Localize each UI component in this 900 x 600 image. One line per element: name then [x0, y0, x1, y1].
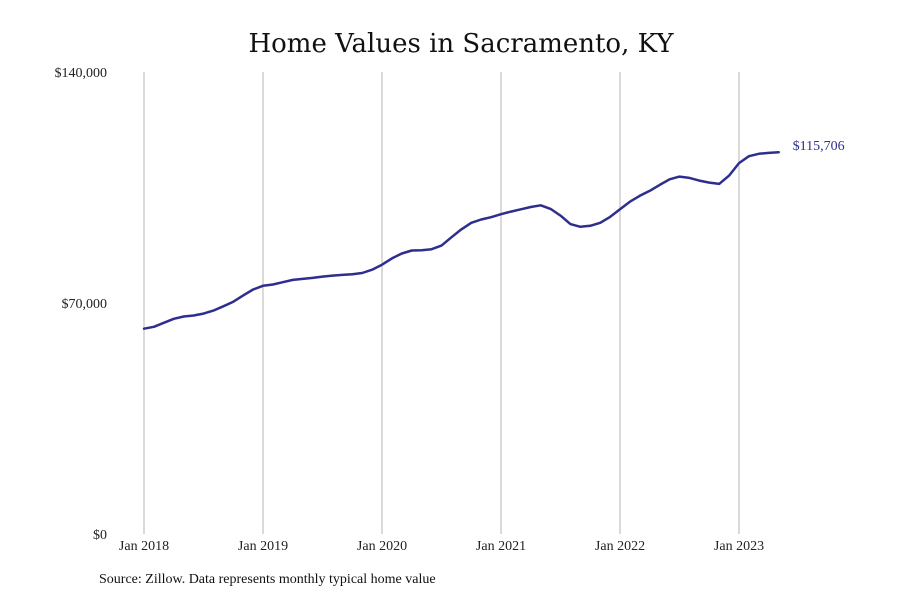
chart-title: Home Values in Sacramento, KY	[248, 29, 674, 59]
gridlines	[143, 72, 740, 534]
x-tick-label: Jan 2022	[595, 539, 645, 554]
end-value-label: $115,706	[793, 139, 845, 154]
x-tick-label: Jan 2023	[714, 539, 764, 554]
x-tick-label: Jan 2019	[238, 539, 288, 554]
y-tick-label: $0	[93, 528, 107, 543]
x-tick-label: Jan 2020	[357, 539, 407, 554]
source-note: Source: Zillow. Data represents monthly …	[99, 572, 436, 587]
y-axis-ticks: $0 $70,000 $140,000	[55, 66, 108, 543]
y-tick-label: $70,000	[62, 297, 108, 312]
y-tick-label: $140,000	[55, 66, 108, 81]
x-tick-label: Jan 2021	[476, 539, 526, 554]
x-tick-label: Jan 2018	[119, 539, 169, 554]
series-line-home-value	[142, 150, 780, 330]
x-axis-ticks: Jan 2018 Jan 2019 Jan 2020 Jan 2021 Jan 2022…	[119, 539, 764, 554]
